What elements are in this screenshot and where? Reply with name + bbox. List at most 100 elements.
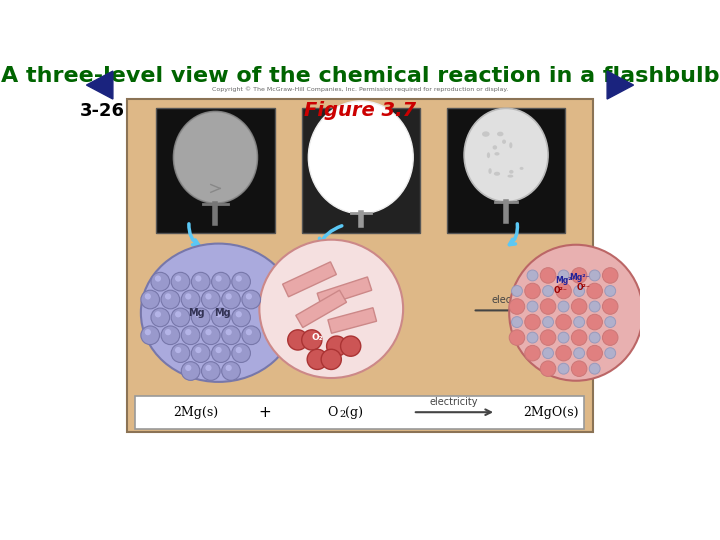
Circle shape (558, 301, 569, 312)
Ellipse shape (509, 170, 513, 174)
Circle shape (225, 329, 232, 335)
Circle shape (589, 363, 600, 374)
Circle shape (525, 314, 540, 330)
Ellipse shape (509, 142, 513, 149)
Polygon shape (296, 290, 346, 328)
Circle shape (175, 311, 181, 318)
FancyBboxPatch shape (447, 109, 565, 233)
Circle shape (587, 283, 603, 299)
Circle shape (222, 326, 240, 345)
Circle shape (145, 329, 151, 335)
Circle shape (195, 275, 202, 282)
Circle shape (572, 299, 587, 314)
Circle shape (222, 290, 240, 309)
Ellipse shape (174, 111, 258, 203)
Text: Mg: Mg (214, 308, 231, 318)
Circle shape (225, 293, 232, 300)
Text: 2MgO(s): 2MgO(s) (523, 406, 579, 419)
Circle shape (205, 365, 212, 371)
Text: electricity: electricity (430, 397, 478, 407)
Circle shape (222, 362, 240, 380)
Text: Figure 3.7: Figure 3.7 (304, 101, 416, 120)
Circle shape (341, 336, 361, 356)
Ellipse shape (488, 168, 492, 174)
FancyBboxPatch shape (156, 109, 274, 233)
Circle shape (543, 286, 554, 296)
Ellipse shape (308, 101, 413, 214)
Circle shape (605, 286, 616, 296)
Ellipse shape (520, 167, 523, 170)
Circle shape (572, 268, 587, 283)
Circle shape (215, 347, 222, 353)
Circle shape (543, 348, 554, 359)
Ellipse shape (502, 139, 506, 144)
Circle shape (151, 272, 170, 291)
Text: electricity: electricity (492, 295, 541, 305)
Circle shape (205, 329, 212, 335)
Ellipse shape (464, 109, 548, 201)
Circle shape (232, 344, 251, 362)
Circle shape (171, 344, 190, 362)
Circle shape (181, 290, 200, 309)
Circle shape (195, 311, 202, 318)
Text: +: + (258, 404, 271, 420)
Ellipse shape (494, 172, 500, 176)
Polygon shape (318, 277, 372, 307)
Circle shape (527, 270, 538, 281)
Circle shape (587, 346, 603, 361)
Circle shape (572, 330, 587, 346)
Circle shape (161, 326, 180, 345)
Circle shape (242, 326, 261, 345)
Circle shape (246, 329, 252, 335)
Circle shape (175, 275, 181, 282)
Ellipse shape (141, 244, 296, 382)
Circle shape (509, 299, 525, 314)
Circle shape (307, 349, 328, 369)
Circle shape (556, 346, 572, 361)
Circle shape (165, 329, 171, 335)
Text: 3-26: 3-26 (79, 102, 125, 120)
Circle shape (589, 301, 600, 312)
Ellipse shape (509, 245, 643, 381)
Circle shape (195, 347, 202, 353)
Polygon shape (86, 71, 113, 99)
Circle shape (543, 316, 554, 327)
Ellipse shape (497, 132, 503, 136)
Text: Mg: Mg (189, 308, 205, 318)
Circle shape (558, 363, 569, 374)
Circle shape (540, 268, 556, 283)
Circle shape (587, 314, 603, 330)
Text: Copyright © The McGraw-Hill Companies, Inc. Permission required for reproduction: Copyright © The McGraw-Hill Companies, I… (212, 86, 508, 92)
Circle shape (540, 299, 556, 314)
Circle shape (556, 283, 572, 299)
Circle shape (141, 290, 160, 309)
Circle shape (232, 272, 251, 291)
Ellipse shape (487, 152, 490, 158)
Circle shape (181, 326, 200, 345)
Circle shape (145, 293, 151, 300)
Circle shape (288, 330, 308, 350)
Text: 2Mg(s): 2Mg(s) (173, 406, 218, 419)
Circle shape (215, 275, 222, 282)
Circle shape (225, 365, 232, 371)
Circle shape (574, 348, 585, 359)
Circle shape (141, 326, 160, 345)
Circle shape (232, 308, 251, 327)
Circle shape (185, 293, 192, 300)
Circle shape (511, 316, 523, 327)
FancyBboxPatch shape (302, 109, 420, 233)
Circle shape (215, 311, 222, 318)
Circle shape (589, 332, 600, 343)
Circle shape (165, 293, 171, 300)
Circle shape (511, 286, 523, 296)
Circle shape (212, 344, 230, 362)
Circle shape (605, 348, 616, 359)
Circle shape (540, 330, 556, 346)
Circle shape (205, 293, 212, 300)
Circle shape (192, 344, 210, 362)
Circle shape (540, 361, 556, 376)
Circle shape (603, 330, 618, 346)
Circle shape (155, 275, 161, 282)
Circle shape (202, 362, 220, 380)
Text: Mg²⁺: Mg²⁺ (556, 276, 576, 285)
